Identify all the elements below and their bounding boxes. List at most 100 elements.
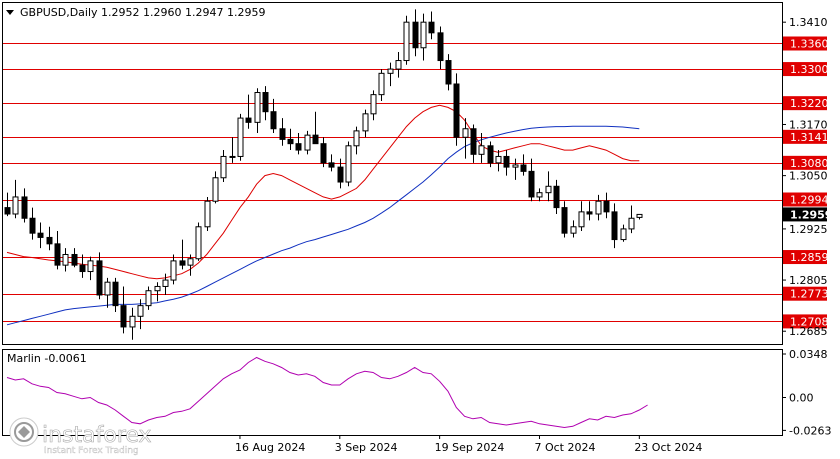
candle (129, 307, 136, 340)
candle-body-bearish (503, 155, 510, 168)
logo-brand-text: instaforex (42, 423, 152, 448)
candle-body-bearish (337, 166, 344, 183)
candle-body-bearish (603, 200, 610, 213)
candle (478, 133, 485, 163)
candle (220, 150, 227, 183)
candle (445, 54, 452, 91)
candle (512, 158, 519, 180)
candle (295, 133, 302, 155)
candle-body-bullish (462, 128, 469, 138)
level-price-label: 1.3080 (790, 157, 829, 170)
candle-body-bearish (245, 117, 252, 123)
candle (420, 13, 427, 61)
level-price-label: 1.2859 (790, 251, 829, 264)
candle (262, 86, 269, 121)
chart-title: GBPUSD,Daily 1.2952 1.2960 1.2947 1.2959 (20, 6, 265, 19)
candle (29, 207, 36, 240)
candle (162, 273, 169, 295)
candle (179, 239, 186, 270)
oscillator-panel-frame (2, 349, 783, 436)
candle (287, 128, 294, 151)
candle-body-bearish (179, 260, 186, 266)
candle-body-bearish (270, 111, 277, 130)
candle-body-bullish (395, 60, 402, 70)
candle (62, 248, 69, 272)
level-price-tag (783, 155, 827, 170)
candle (229, 137, 236, 163)
candle (603, 192, 610, 219)
candle (611, 203, 618, 249)
candle (487, 141, 494, 168)
level-price-label: 1.2994 (790, 194, 829, 207)
candle-body-bullish (254, 92, 261, 123)
candle-body-bearish (4, 207, 11, 215)
oscillator (6, 356, 648, 429)
candle (636, 213, 643, 220)
instaforex-logo: instaforex Instant Forex Trading (9, 417, 152, 456)
price-tick-label: 1.3170 (789, 118, 828, 131)
candle (137, 299, 144, 330)
candle (254, 88, 261, 134)
dropdown-triangle-icon[interactable] (6, 10, 14, 15)
candle-body-bearish (71, 253, 78, 266)
candle (362, 109, 369, 138)
candle-body-bullish (570, 226, 577, 234)
candle-body-bearish (453, 83, 460, 138)
candle-body-bearish (21, 196, 28, 219)
level-price-label: 1.2708 (790, 315, 829, 328)
level-price-tag (783, 250, 827, 265)
candle (470, 124, 477, 163)
candle (353, 126, 360, 155)
oscillator-tick-label: -0.0263 (789, 424, 831, 437)
candle-body-bullish (403, 21, 410, 62)
candle (21, 188, 28, 223)
candle (628, 205, 635, 234)
date-tick-label: 7 Oct 2024 (534, 441, 595, 454)
logo-tagline-text: Instant Forex Trading (44, 446, 139, 456)
oscillator-tick-label: 0.0348 (789, 348, 828, 361)
date-tick-label: 16 Aug 2024 (235, 441, 305, 454)
candle (370, 90, 377, 121)
candle (104, 277, 111, 308)
candle-body-bullish (12, 196, 19, 215)
candle-body-bullish (212, 177, 219, 202)
price-panel-frame (2, 2, 783, 345)
candle (578, 201, 585, 232)
level-price-label: 1.2773 (790, 288, 829, 301)
candle (395, 52, 402, 78)
candle (4, 192, 11, 217)
candle (462, 118, 469, 159)
candle-body-bullish (137, 305, 144, 317)
candle-body-bullish (304, 134, 311, 151)
candle (245, 94, 252, 129)
candle-body-bullish (387, 68, 394, 74)
candle-body-bearish (79, 264, 86, 273)
candle-body-bullish (162, 279, 169, 287)
candle-body-bearish (279, 128, 286, 140)
date-tick-label: 3 Sep 2024 (335, 441, 398, 454)
candle (387, 62, 394, 87)
candle (320, 137, 327, 168)
candle-body-bearish (520, 164, 527, 172)
candle (403, 15, 410, 65)
candle (37, 222, 44, 249)
candle-body-bearish (312, 134, 319, 145)
candle-body-bearish (611, 211, 618, 241)
candle-body-bearish (54, 243, 61, 266)
candle-body-bearish (528, 170, 535, 198)
candle-body-bullish (378, 72, 385, 96)
candle (528, 158, 535, 202)
candle (570, 220, 577, 238)
candle-body-bullish (620, 228, 627, 241)
price-tick-label: 1.3050 (789, 170, 828, 183)
current-price-label: 1.2959 (790, 208, 832, 221)
candle-body-bearish (470, 128, 477, 155)
candlesticks (4, 9, 643, 340)
candle-body-bullish (628, 217, 635, 230)
candle (428, 11, 435, 40)
candle-body-bearish (262, 92, 269, 113)
candle (553, 179, 560, 214)
candle (195, 222, 202, 261)
